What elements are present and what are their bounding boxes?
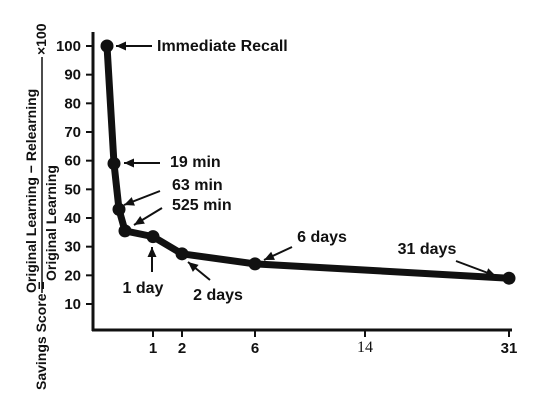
annotation-arrow (124, 158, 160, 168)
annotations: Immediate Recall 19 min 63 min 525 min 1 day… (116, 38, 497, 304)
data-point (248, 257, 262, 271)
y-tick-label: 100 (56, 38, 81, 55)
y-label-denominator: Original Learning (43, 165, 59, 281)
y-tick-label: 80 (64, 95, 81, 112)
y-ticks: 10 20 30 40 50 60 70 80 90 100 (56, 38, 93, 313)
y-tick-label: 70 (64, 124, 81, 141)
annotation-arrow (147, 247, 157, 272)
x-ticks: 1 2 6 14 31 (149, 330, 518, 357)
data-points (100, 39, 516, 285)
y-axis-label: Savings Score = Original Learning − Rele… (23, 23, 59, 390)
data-point (502, 271, 516, 285)
point-annotation-label: 525 min (172, 197, 232, 214)
x-tick-label: 31 (501, 340, 518, 357)
data-point (175, 247, 189, 261)
point-annotation-label: 1 day (123, 280, 164, 297)
data-point (112, 202, 126, 216)
annotation-arrow (133, 207, 163, 226)
y-tick-label: 20 (64, 267, 81, 284)
point-annotation-label: 2 days (193, 287, 243, 304)
y-tick-label: 10 (64, 296, 81, 313)
point-annotation-label: 6 days (297, 229, 347, 246)
y-tick-label: 90 (64, 67, 81, 84)
annotation-arrow (263, 246, 293, 261)
y-tick-label: 50 (64, 181, 81, 198)
y-label-prefix: Savings Score = (33, 281, 49, 390)
y-tick-label: 40 (64, 210, 81, 227)
data-point (100, 39, 114, 53)
x-tick-label: 14 (357, 339, 373, 356)
annotation-arrow (455, 260, 497, 277)
x-tick-label: 6 (251, 340, 259, 357)
x-tick-label: 1 (149, 340, 157, 357)
data-point (118, 224, 132, 238)
point-annotation-label: 19 min (170, 154, 221, 171)
annotation-arrow (116, 41, 152, 51)
y-tick-label: 60 (64, 153, 81, 170)
point-annotation-label: 63 min (172, 177, 223, 194)
y-label-numerator: Original Learning − Relearning (23, 89, 39, 293)
annotation-arrow (187, 261, 211, 281)
x-tick-label: 2 (178, 340, 186, 357)
savings-curve (103, 42, 513, 282)
y-tick-label: 30 (64, 239, 81, 256)
y-label-multiplier: ×100 (33, 23, 49, 55)
point-annotation-label: 31 days (398, 241, 457, 258)
point-annotation-label: Immediate Recall (157, 38, 288, 55)
data-point (146, 230, 160, 244)
annotation-arrow (123, 190, 161, 206)
data-point (107, 157, 121, 171)
